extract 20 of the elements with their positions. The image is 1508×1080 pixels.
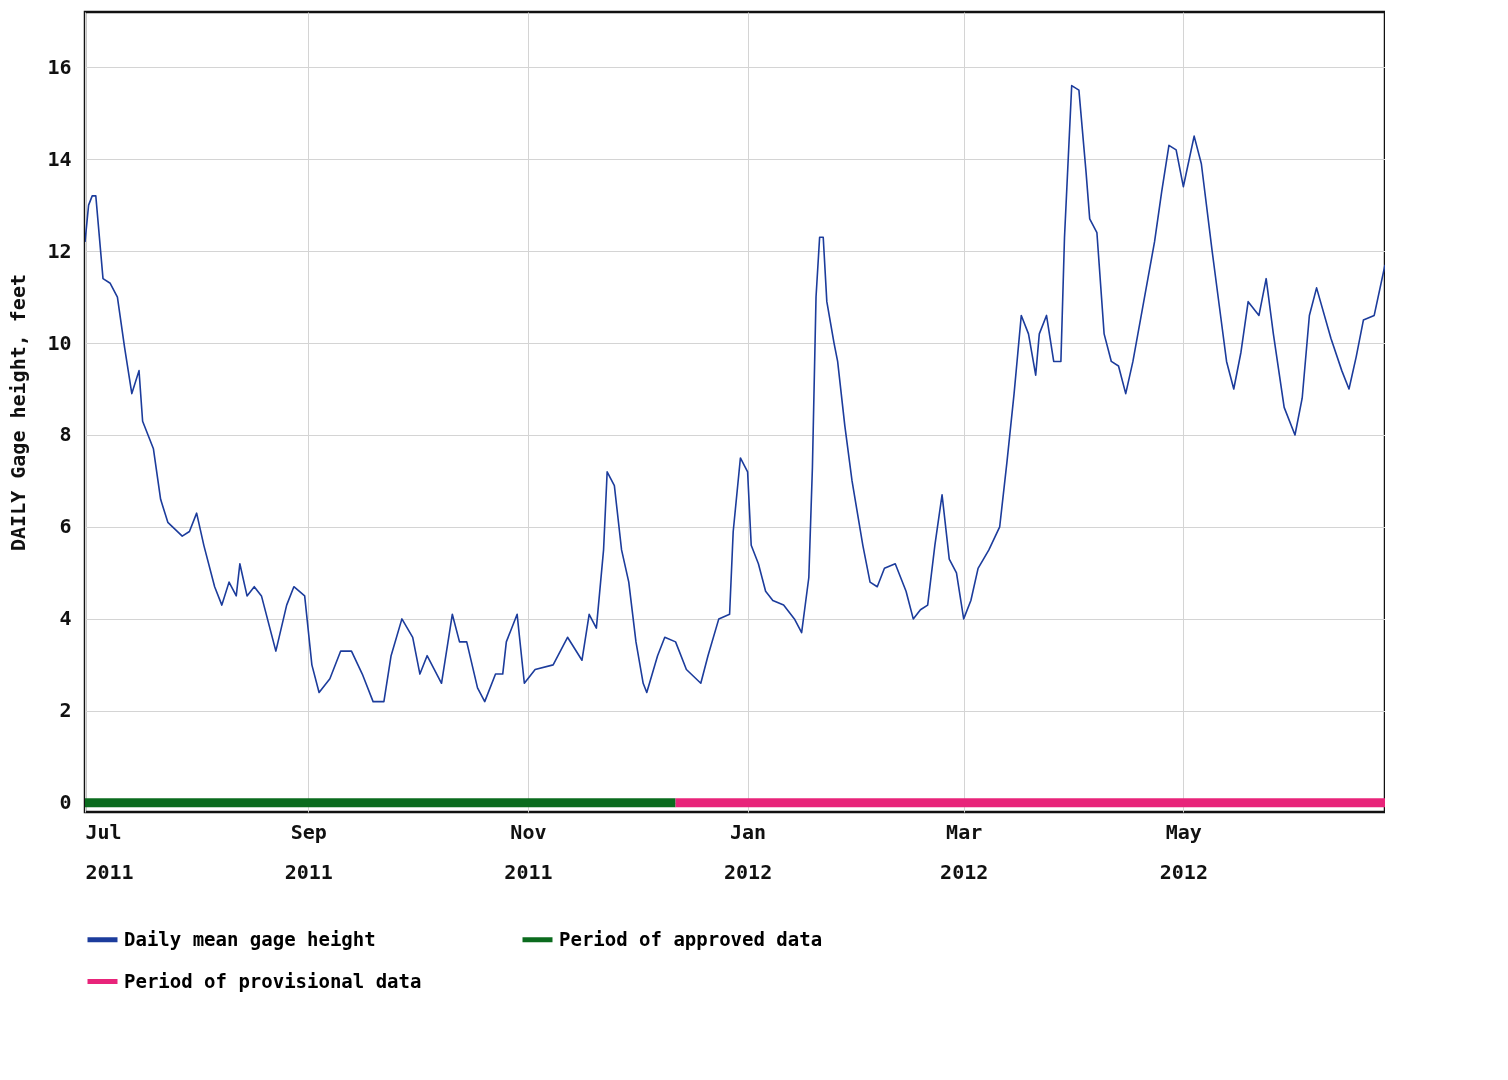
line-series — [85, 84, 1385, 703]
legend-label: Daily mean gage height — [124, 927, 376, 950]
x-tick-label: Nov 2011 — [504, 819, 553, 884]
x-tick-label: Mar 2012 — [940, 819, 989, 884]
y-tick-label: 0 — [59, 790, 72, 815]
y-tick-label: 2 — [59, 698, 72, 723]
legend-label: Period of provisional data — [124, 969, 422, 992]
y-tick-label: 4 — [59, 606, 72, 631]
x-tick-label: Jan 2012 — [724, 819, 773, 884]
x-tick-label: Sep 2011 — [284, 819, 333, 884]
y-tick-label: 14 — [47, 146, 72, 171]
y-tick-label: 8 — [59, 422, 72, 447]
y-tick-label: 12 — [47, 238, 72, 263]
y-tick-label: 10 — [47, 330, 72, 355]
y-tick-label: 6 — [59, 514, 72, 539]
y-axis-title: DAILY Gage height, feet — [6, 274, 31, 551]
x-tick-label: Jul 2011 — [85, 819, 134, 884]
y-tick-label: 16 — [47, 54, 72, 79]
x-tick-label: May 2012 — [1159, 819, 1208, 884]
legend-label: Period of approved data — [559, 927, 823, 950]
